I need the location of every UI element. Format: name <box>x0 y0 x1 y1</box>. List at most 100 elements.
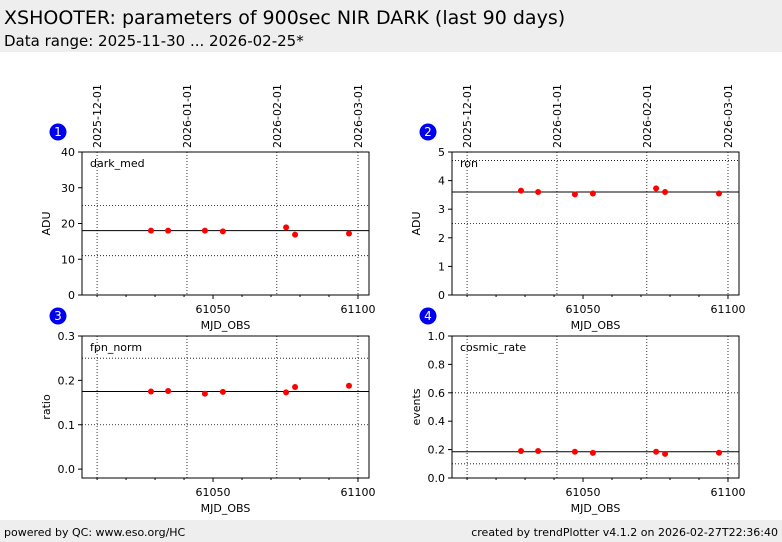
y-tick-label: 30 <box>61 182 75 195</box>
y-tick-label: 0.0 <box>58 463 76 476</box>
badge-circle <box>49 123 67 141</box>
y-tick-label: 0.2 <box>58 374 76 387</box>
y-tick-label: 0.3 <box>58 330 76 343</box>
badge-number: 4 <box>424 309 432 323</box>
data-point <box>571 448 578 455</box>
x-tick-label: 61050 <box>196 303 231 316</box>
x-axis-label: MJD_OBS <box>201 319 251 332</box>
date-label: 2026-01-01 <box>551 84 564 148</box>
y-tick-label: 4 <box>438 175 445 188</box>
y-tick-label: 0.6 <box>428 387 446 400</box>
data-point <box>662 450 669 457</box>
x-axis-label: MJD_OBS <box>571 502 621 515</box>
y-tick-label: 0.1 <box>58 419 76 432</box>
x-tick-label: 61050 <box>566 486 601 499</box>
x-tick-label: 61100 <box>340 303 375 316</box>
y-tick-label: 5 <box>438 146 445 159</box>
y-tick-label: 40 <box>61 146 75 159</box>
data-point <box>201 227 208 234</box>
data-point <box>283 389 290 396</box>
x-tick-label: 61100 <box>340 486 375 499</box>
footer: powered by QC: www.eso.org/HC created by… <box>0 520 782 542</box>
y-axis-label: ratio <box>40 394 53 420</box>
data-point <box>219 228 226 235</box>
footer-left: powered by QC: www.eso.org/HC <box>4 526 186 539</box>
y-tick-label: 0.8 <box>428 358 446 371</box>
data-point <box>535 448 542 455</box>
y-axis-label: events <box>410 388 423 425</box>
data-point <box>571 191 578 198</box>
x-tick-label: 61050 <box>196 486 231 499</box>
data-point <box>715 190 722 197</box>
y-tick-label: 0 <box>68 289 75 302</box>
chart-dark_med: 2025-12-01 2026-01-01 2026-02-01 2026-03-01… <box>40 84 375 332</box>
data-range: Data range: 2025-11-30 ... 2026-02-25* <box>4 32 304 50</box>
y-tick-label: 2 <box>438 232 445 245</box>
badge-number: 1 <box>54 125 62 139</box>
data-point <box>147 388 154 395</box>
x-tick-label: 61100 <box>710 486 745 499</box>
data-point <box>283 224 290 231</box>
parameter-label: ron <box>460 157 478 170</box>
x-tick-label: 61100 <box>710 303 745 316</box>
y-tick-label: 1 <box>438 260 445 273</box>
data-point <box>165 388 172 395</box>
plot-frame <box>81 151 370 296</box>
data-point <box>517 448 524 455</box>
data-point <box>653 448 660 455</box>
y-tick-label: 3 <box>438 203 445 216</box>
date-label: 2026-02-01 <box>271 84 284 148</box>
y-axis-label: ADU <box>410 211 423 235</box>
page-title: XSHOOTER: parameters of 900sec NIR DARK … <box>4 7 566 29</box>
badge-circle <box>419 123 437 141</box>
y-tick-label: 10 <box>61 253 75 266</box>
data-point <box>219 388 226 395</box>
data-point <box>589 190 596 197</box>
y-tick-label: 0.4 <box>428 415 446 428</box>
y-tick-label: 1.0 <box>428 330 446 343</box>
data-point <box>653 185 660 192</box>
badge-circle <box>419 307 437 325</box>
data-point <box>147 227 154 234</box>
badge-circle <box>49 307 67 325</box>
date-label: 2026-03-01 <box>722 84 735 148</box>
date-label: 2025-12-01 <box>91 84 104 148</box>
data-point <box>201 390 208 397</box>
date-label: 2026-02-01 <box>641 84 654 148</box>
chart-ron: 2025-12-01 2026-01-01 2026-02-01 2026-03-01… <box>410 84 745 332</box>
plot-frame <box>81 335 370 479</box>
y-tick-label: 0 <box>438 289 445 302</box>
date-label: 2025-12-01 <box>461 84 474 148</box>
data-point <box>589 449 596 456</box>
data-point <box>535 189 542 196</box>
y-axis-label: ADU <box>40 211 53 235</box>
data-point <box>345 382 352 389</box>
y-tick-label: 0.0 <box>428 472 446 485</box>
data-point <box>517 187 524 194</box>
x-axis-label: MJD_OBS <box>201 502 251 515</box>
x-tick-label: 61050 <box>566 303 601 316</box>
data-point <box>345 230 352 237</box>
y-tick-label: 0.2 <box>428 444 446 457</box>
footer-right: created by trendPlotter v4.1.2 on 2026-0… <box>471 526 778 539</box>
parameter-label: cosmic_rate <box>460 341 526 354</box>
parameter-label: dark_med <box>90 157 145 170</box>
header: XSHOOTER: parameters of 900sec NIR DARK … <box>0 0 782 52</box>
data-point <box>292 231 299 238</box>
plot-frame <box>451 151 740 296</box>
data-point <box>292 384 299 391</box>
plot-frame <box>451 335 740 479</box>
x-axis-label: MJD_OBS <box>571 319 621 332</box>
data-point <box>662 189 669 196</box>
parameter-label: fpn_norm <box>90 341 142 354</box>
date-label: 2026-01-01 <box>181 84 194 148</box>
y-tick-label: 20 <box>61 218 75 231</box>
data-point <box>715 449 722 456</box>
badge-number: 2 <box>424 125 432 139</box>
data-point <box>165 227 172 234</box>
badge-number: 3 <box>54 309 62 323</box>
date-label: 2026-03-01 <box>352 84 365 148</box>
